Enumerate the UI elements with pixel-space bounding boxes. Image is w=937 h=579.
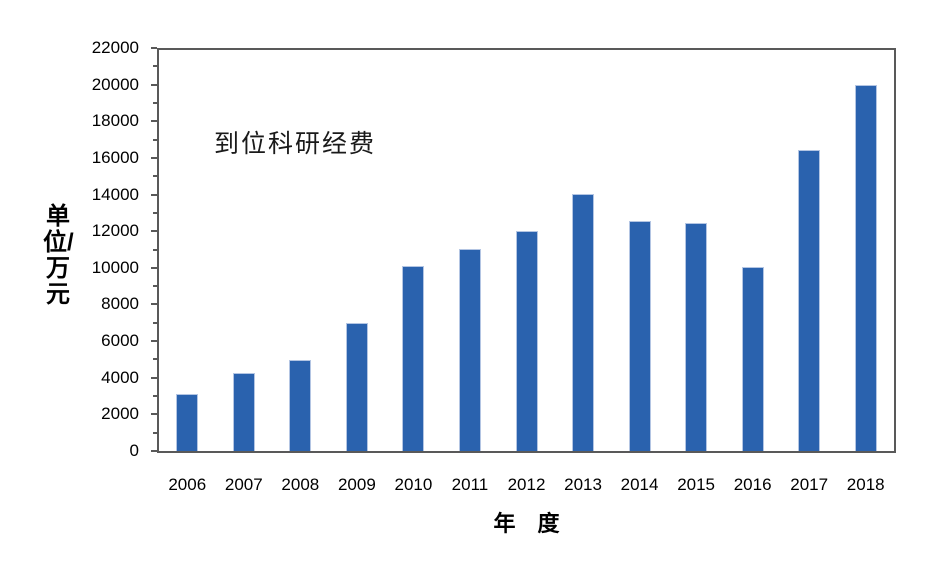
bar-2012 bbox=[515, 231, 538, 451]
x-tick-label-2011: 2011 bbox=[451, 475, 489, 494]
bar-2017 bbox=[798, 150, 821, 451]
y-major-tick bbox=[151, 230, 157, 233]
x-tick-label-2017: 2017 bbox=[790, 475, 829, 494]
plot-area: 到位科研经费 bbox=[157, 48, 896, 453]
x-tick-label-2012: 2012 bbox=[507, 475, 546, 494]
y-minor-tick bbox=[153, 321, 157, 324]
y-minor-tick bbox=[153, 175, 157, 178]
y-tick-label: 14000 bbox=[91, 184, 139, 204]
x-tick-label-2006: 2006 bbox=[168, 475, 207, 494]
x-tick-label-2007: 2007 bbox=[224, 475, 263, 494]
bar-2013 bbox=[572, 194, 595, 451]
x-tick-label-2008: 2008 bbox=[281, 475, 320, 494]
y-tick-label: 18000 bbox=[91, 111, 139, 131]
y-major-tick bbox=[151, 450, 157, 452]
bar-2015 bbox=[685, 223, 708, 451]
y-major-tick bbox=[151, 47, 157, 49]
y-major-tick bbox=[151, 413, 157, 416]
y-tick-label: 12000 bbox=[91, 221, 139, 241]
x-tick-label-2015: 2015 bbox=[677, 475, 716, 494]
bar-2014 bbox=[628, 221, 651, 451]
y-tick-label: 20000 bbox=[91, 74, 139, 94]
y-minor-tick bbox=[153, 101, 157, 104]
bar-2009 bbox=[345, 323, 368, 451]
y-minor-tick bbox=[153, 285, 157, 288]
y-major-tick bbox=[151, 340, 157, 343]
y-tick-label: 10000 bbox=[91, 257, 139, 277]
y-minor-tick bbox=[153, 211, 157, 214]
y-major-tick bbox=[151, 266, 157, 269]
y-minor-tick bbox=[153, 358, 157, 361]
x-tick-label-2013: 2013 bbox=[564, 475, 602, 494]
x-axis-title: 年 度 bbox=[493, 511, 560, 536]
x-tick-label-2016: 2016 bbox=[733, 475, 772, 494]
x-tick-label-2018: 2018 bbox=[846, 475, 885, 494]
y-axis-title: 单位/万元 bbox=[43, 203, 74, 308]
y-minor-tick bbox=[153, 248, 157, 251]
bar-2006 bbox=[176, 393, 199, 451]
bar-2016 bbox=[741, 266, 764, 451]
bar-2011 bbox=[458, 248, 481, 451]
y-minor-tick bbox=[153, 431, 157, 434]
y-tick-label: 4000 bbox=[101, 367, 139, 387]
y-tick-label: 16000 bbox=[91, 147, 139, 167]
bar-2018 bbox=[854, 84, 877, 451]
y-major-tick bbox=[151, 156, 157, 159]
y-major-tick bbox=[151, 303, 157, 306]
y-tick-label: 8000 bbox=[101, 294, 139, 314]
y-tick-label: 2000 bbox=[101, 404, 139, 424]
y-minor-tick bbox=[153, 65, 157, 68]
y-tick-label: 22000 bbox=[91, 38, 139, 57]
x-tick-label-2010: 2010 bbox=[394, 475, 433, 494]
y-major-tick bbox=[151, 376, 157, 379]
y-minor-tick bbox=[153, 395, 157, 398]
y-major-tick bbox=[151, 83, 157, 86]
chart-annotation: 到位科研经费 bbox=[214, 130, 377, 158]
x-tick-label-2014: 2014 bbox=[620, 475, 659, 494]
bar-2008 bbox=[289, 359, 312, 451]
y-major-tick bbox=[151, 120, 157, 123]
y-tick-label: 0 bbox=[129, 441, 139, 460]
bar-2007 bbox=[232, 372, 255, 451]
x-tick-label-2009: 2009 bbox=[337, 475, 376, 494]
y-tick-label: 6000 bbox=[101, 331, 139, 351]
y-major-tick bbox=[151, 193, 157, 196]
y-minor-tick bbox=[153, 138, 157, 141]
bar-2010 bbox=[402, 266, 425, 451]
